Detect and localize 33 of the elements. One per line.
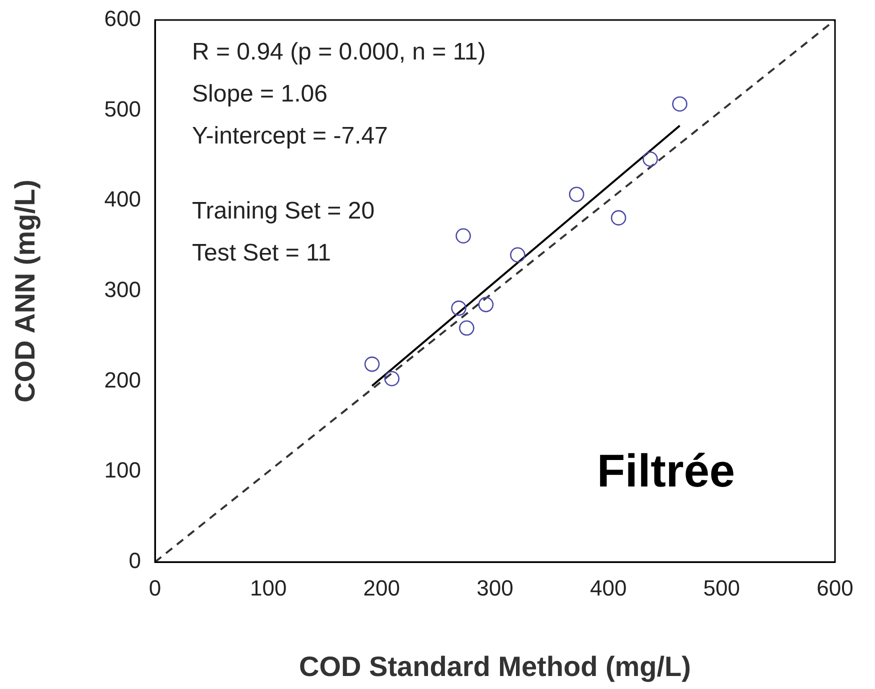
y-tick-label: 500 bbox=[104, 96, 141, 122]
annotation: Slope = 1.06 bbox=[192, 80, 328, 108]
x-tick-label: 0 bbox=[148, 575, 162, 600]
annotation: R = 0.94 (p = 0.000, n = 11) bbox=[192, 38, 486, 66]
y-tick-label: 400 bbox=[104, 186, 141, 212]
y-tick-label: 300 bbox=[104, 277, 141, 302]
x-tick-label: 600 bbox=[816, 575, 854, 600]
y-tick-label: 600 bbox=[104, 6, 141, 32]
point bbox=[642, 151, 658, 167]
point bbox=[456, 228, 471, 244]
x-tick-label: 200 bbox=[363, 575, 400, 600]
annotation: Y-intercept = -7.47 bbox=[192, 122, 388, 150]
x-axis-title: COD Standard Method (mg/L) bbox=[299, 650, 691, 682]
point bbox=[568, 186, 584, 202]
point bbox=[478, 296, 494, 312]
point bbox=[459, 320, 474, 336]
y-tick-label: 200 bbox=[104, 367, 141, 392]
point bbox=[364, 356, 380, 372]
point bbox=[610, 210, 626, 226]
annotation: Test Set = 11 bbox=[192, 240, 331, 267]
x-tick-label: 400 bbox=[590, 575, 627, 600]
y-axis-title: COD ANN (mg/L) bbox=[10, 180, 41, 402]
x-tick-label: 100 bbox=[250, 575, 287, 600]
point bbox=[451, 300, 466, 316]
y-tick-label: 0 bbox=[128, 548, 141, 574]
annotation: Filtrée bbox=[596, 444, 735, 497]
point bbox=[672, 96, 688, 112]
x-tick-label: 500 bbox=[703, 575, 740, 600]
point bbox=[510, 247, 526, 263]
annotation: Training Set = 20 bbox=[192, 198, 375, 225]
x-tick-label: 300 bbox=[476, 575, 514, 600]
y-tick-label: 100 bbox=[104, 458, 141, 483]
point bbox=[384, 370, 400, 386]
